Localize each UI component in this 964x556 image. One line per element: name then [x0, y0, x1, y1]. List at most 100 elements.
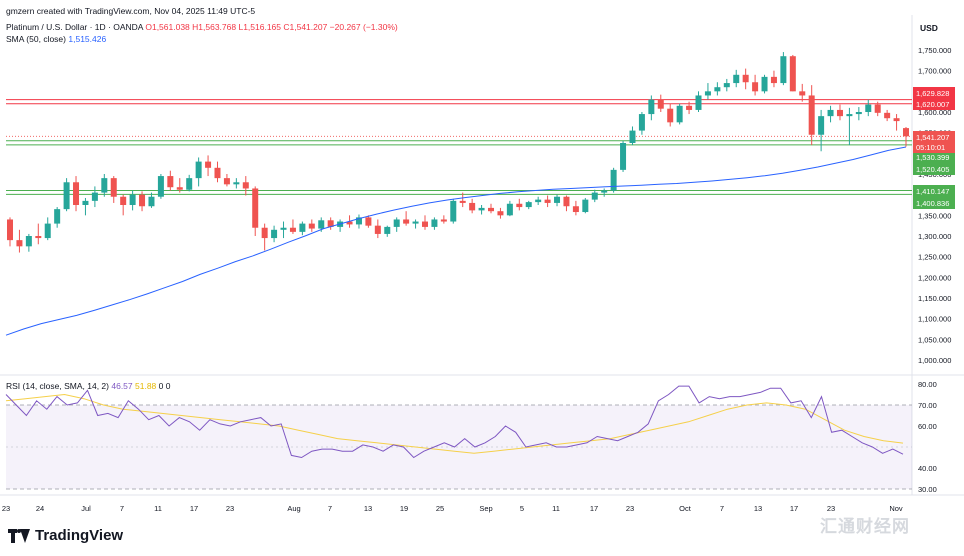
price-tick-label: 1,200.000 [918, 273, 951, 282]
time-tick-label: 19 [400, 504, 408, 513]
candle-body [686, 105, 693, 110]
candle [827, 105, 834, 123]
price-tick-label: 1,250.000 [918, 253, 951, 262]
candle [742, 68, 749, 90]
candle [91, 186, 98, 208]
candle [261, 223, 268, 251]
price-tick-label: 1,750.000 [918, 46, 951, 55]
tradingview-logo-text: TradingView [35, 527, 124, 544]
rsi-tick-label: 70.00 [918, 401, 937, 410]
candle [563, 195, 570, 212]
candle [591, 189, 598, 203]
time-tick-label: 7 [720, 504, 724, 513]
time-tick-label: 23 [2, 504, 10, 513]
candle-body [148, 196, 155, 207]
candle [44, 217, 51, 241]
level-label-text: 1,410.147 [916, 187, 949, 196]
candle [884, 109, 891, 122]
candle [35, 223, 42, 245]
rsi-label: RSI (14, close, SMA, 14, 2) [6, 381, 109, 391]
candle [450, 198, 457, 224]
chart-canvas[interactable]: USD1,750.0001,700.0001,650.0001,600.0001… [0, 0, 964, 520]
candle [610, 167, 617, 193]
candle-body [818, 116, 825, 135]
candle [459, 192, 466, 208]
candle-body [157, 176, 164, 197]
time-tick-label: 7 [120, 504, 124, 513]
time-tick-label: 13 [364, 504, 372, 513]
candle [54, 207, 61, 228]
sma-value: 1,515.426 [68, 34, 107, 44]
candle-body [355, 217, 362, 225]
candle [280, 221, 287, 239]
candle-body [289, 227, 296, 232]
candle [525, 200, 532, 210]
candle-body [733, 74, 740, 84]
candle-body [516, 203, 523, 208]
candle [176, 178, 183, 193]
candle [733, 69, 740, 88]
candle [7, 217, 13, 247]
candle-body [403, 219, 410, 224]
symbol-label[interactable]: Platinum / U.S. Dollar · 1D · OANDA [6, 22, 143, 32]
candle-body [629, 130, 636, 143]
candle-body [421, 221, 428, 227]
candle-body [563, 196, 570, 207]
candle [205, 155, 212, 177]
candle-body [110, 178, 117, 197]
level-label-tag [913, 185, 955, 197]
level-label-text: 1,629.828 [916, 89, 949, 98]
price-tick-label: 1,600.000 [918, 108, 951, 117]
candle-body [242, 182, 249, 189]
candle [836, 104, 843, 121]
candle-body [478, 207, 485, 211]
rsi-sma-line [5, 393, 904, 454]
time-tick-label: 5 [520, 504, 524, 513]
candle [544, 195, 551, 208]
rsi-line [5, 385, 904, 459]
candle-body [440, 219, 447, 222]
candle [601, 188, 608, 197]
time-tick-label: 23 [226, 504, 234, 513]
candle [723, 78, 730, 92]
candle-body [704, 91, 711, 96]
time-tick-label: Aug [287, 504, 300, 513]
price-tick-label: 1,000.000 [918, 356, 951, 365]
candle [855, 107, 862, 121]
candle-body [884, 112, 891, 119]
rsi-sma-value: 51.88 [135, 381, 157, 391]
rsi-value: 46.57 [111, 381, 133, 391]
last-price-tag [913, 131, 955, 153]
candle-body [384, 226, 391, 234]
candle-body [176, 187, 183, 190]
candle [129, 190, 136, 211]
level-label-text: 1,530.399 [916, 153, 949, 162]
time-tick-label: 24 [36, 504, 44, 513]
candle [488, 203, 495, 214]
candle-body [752, 82, 759, 92]
candle-body [82, 200, 89, 205]
candle [648, 95, 655, 121]
candle [667, 103, 674, 127]
candle [16, 229, 23, 253]
price-tick-label: 1,050.000 [918, 335, 951, 344]
candle [752, 74, 759, 96]
candle [770, 70, 777, 88]
rsi-legend[interactable]: RSI (14, close, SMA, 14, 2) 46.57 51.88 … [6, 381, 171, 391]
price-tick-label: 1,300.000 [918, 232, 951, 241]
candle-body [129, 194, 136, 205]
candle-body [582, 199, 589, 213]
rsi-tick-label: 30.00 [918, 485, 937, 494]
candle [620, 140, 627, 172]
time-tick-label: 25 [436, 504, 444, 513]
rsi-tick-label: 40.00 [918, 464, 937, 473]
sma-legend[interactable]: SMA (50, close) 1,515.426 [6, 34, 106, 44]
candle [403, 211, 410, 226]
watermark: 汇通财经网 [820, 517, 910, 536]
candle [365, 215, 372, 228]
candle [110, 176, 117, 203]
candle [478, 205, 485, 215]
candle-body [535, 199, 542, 203]
candle [233, 178, 240, 189]
candle-body [714, 87, 721, 92]
